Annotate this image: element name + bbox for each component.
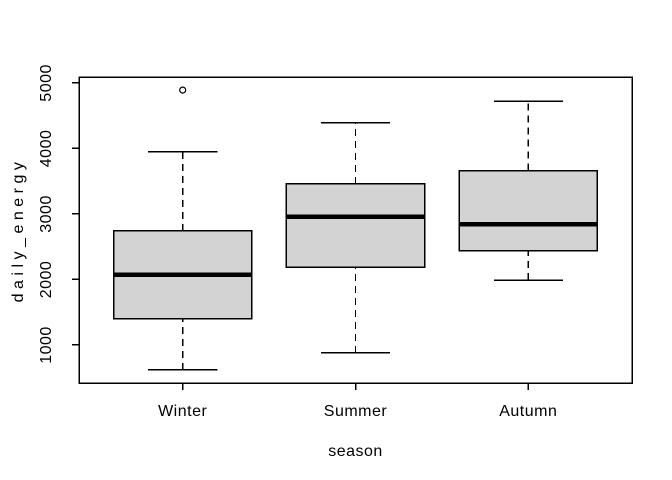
y-axis-tick-label: 1000 xyxy=(38,326,55,364)
box-autumn xyxy=(458,169,599,252)
x-axis-tick-label-autumn: Autumn xyxy=(499,403,557,420)
x-axis-tick-label-summer: Summer xyxy=(324,403,388,420)
x-axis-tick-label-winter: Winter xyxy=(158,403,207,420)
y-axis-tick-label: 5000 xyxy=(38,64,55,102)
y-axis-tick-label: 4000 xyxy=(38,130,55,168)
y-axis-title: daily_energy xyxy=(10,158,27,303)
y-axis-tick-label: 2000 xyxy=(38,261,55,299)
box-summer xyxy=(285,183,426,268)
outlier-point-winter xyxy=(179,86,187,94)
y-axis-tick-label: 3000 xyxy=(38,195,55,233)
x-axis-title: season xyxy=(328,443,383,460)
